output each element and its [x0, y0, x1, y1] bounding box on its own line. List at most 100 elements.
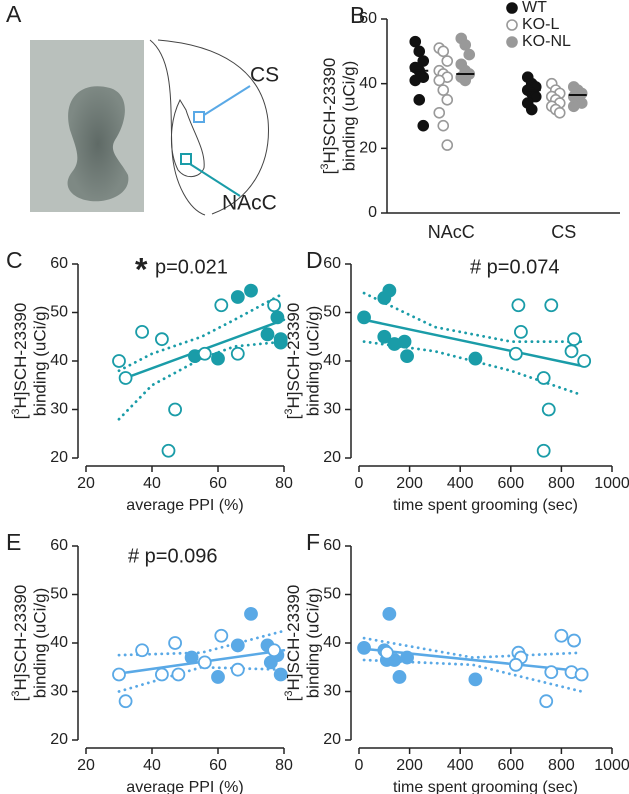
point: [567, 633, 581, 648]
point: [118, 371, 133, 385]
y-axis-label: binding (uCi/g): [30, 588, 49, 699]
region-label: NAcC: [222, 192, 277, 215]
point: [112, 667, 126, 682]
y-label-part: [: [11, 696, 30, 701]
dot: [409, 74, 422, 87]
point: [263, 655, 278, 670]
y-tick-label: 30: [323, 401, 341, 418]
point: [508, 346, 523, 361]
point: [377, 329, 392, 344]
point: [574, 667, 589, 682]
point: [230, 662, 245, 677]
y-tick-label: 20: [323, 731, 341, 748]
nacc-pointer: [189, 163, 241, 197]
annotation: # p=0.074: [470, 256, 560, 278]
dot: [441, 139, 454, 151]
point: [214, 298, 229, 313]
legend-marker: [506, 19, 518, 31]
x-tick-label: 20: [77, 757, 95, 774]
point: [184, 650, 199, 665]
dot: [553, 106, 566, 119]
y-axis-label: binding (uCi/g): [339, 61, 358, 172]
point: [468, 672, 483, 687]
panel-letter: F: [306, 529, 320, 555]
x-tick-label: 80: [275, 757, 293, 774]
y-tick-label: 50: [323, 304, 341, 321]
cs-pointer: [203, 85, 251, 116]
point: [267, 643, 282, 658]
dot: [433, 106, 446, 119]
legend-marker: [506, 36, 518, 48]
point: [397, 334, 412, 349]
confidence-band: [362, 636, 584, 659]
dot: [463, 48, 476, 61]
point: [357, 640, 371, 655]
x-tick-label: 600: [497, 475, 524, 492]
x-tick-label: 20: [77, 475, 95, 492]
y-tick-label: 20: [323, 449, 341, 466]
dot: [437, 84, 450, 96]
y-tick-label: 40: [50, 634, 68, 651]
y-tick-label: 60: [323, 255, 341, 272]
point: [214, 628, 229, 643]
x-tick-label: 200: [396, 757, 423, 774]
point: [536, 371, 551, 385]
x-axis-label: time spent grooming (sec): [393, 779, 578, 794]
cs-box: [193, 111, 205, 123]
x-tick-label: 60: [209, 475, 227, 492]
x-axis-label: time spent grooming (sec): [393, 497, 578, 514]
point: [244, 283, 258, 298]
y-axis-label: binding (uCi/g): [303, 588, 322, 699]
point: [211, 670, 225, 684]
point: [154, 667, 169, 682]
point: [544, 665, 559, 679]
x-tick-label: 40: [143, 475, 161, 492]
y-tick-label: 50: [50, 304, 68, 321]
point: [244, 607, 258, 621]
x-tick-label: NAcC: [428, 222, 475, 242]
point: [260, 327, 275, 342]
y-axis-label: [3H]SCH-23390: [283, 585, 304, 702]
x-tick-label: CS: [551, 222, 576, 242]
point: [230, 290, 245, 304]
dot: [529, 90, 542, 103]
x-tick-label: 0: [355, 475, 364, 492]
x-tick-label: 800: [548, 475, 575, 492]
legend-label: KO-L: [522, 16, 559, 33]
y-tick-label: 40: [359, 75, 377, 92]
point: [154, 332, 169, 347]
point: [392, 670, 407, 684]
dot: [409, 35, 422, 48]
y-axis-label: [3H]SCH-23390: [283, 303, 304, 420]
dot: [567, 100, 580, 113]
legend-marker: [506, 2, 518, 14]
confidence-band: [117, 629, 286, 657]
point: [211, 351, 225, 366]
point: [267, 298, 282, 313]
point: [230, 346, 245, 361]
ventricle-outline: [170, 98, 205, 177]
y-tick-label: 20: [359, 140, 377, 157]
legend-label: WT: [522, 0, 547, 16]
point: [536, 443, 551, 458]
point: [357, 310, 371, 325]
y-tick-label: 50: [323, 586, 341, 603]
point: [135, 643, 150, 658]
x-tick-label: 1000: [594, 475, 629, 492]
x-tick-label: 400: [447, 757, 474, 774]
y-label-part: [: [284, 414, 303, 419]
y-label-sup: 3: [283, 408, 295, 414]
y-tick-label: 50: [50, 586, 68, 603]
panel-letter: A: [6, 1, 22, 27]
dot: [441, 55, 454, 67]
y-axis-label: binding (uCi/g): [303, 306, 322, 417]
x-tick-label: 80: [275, 475, 293, 492]
point: [511, 298, 526, 313]
dot: [441, 94, 454, 106]
annotation: *: [135, 251, 148, 287]
fit-line: [362, 647, 583, 673]
point: [508, 657, 523, 672]
x-tick-label: 40: [143, 757, 161, 774]
y-label-part: H]SCH-23390: [320, 58, 339, 164]
